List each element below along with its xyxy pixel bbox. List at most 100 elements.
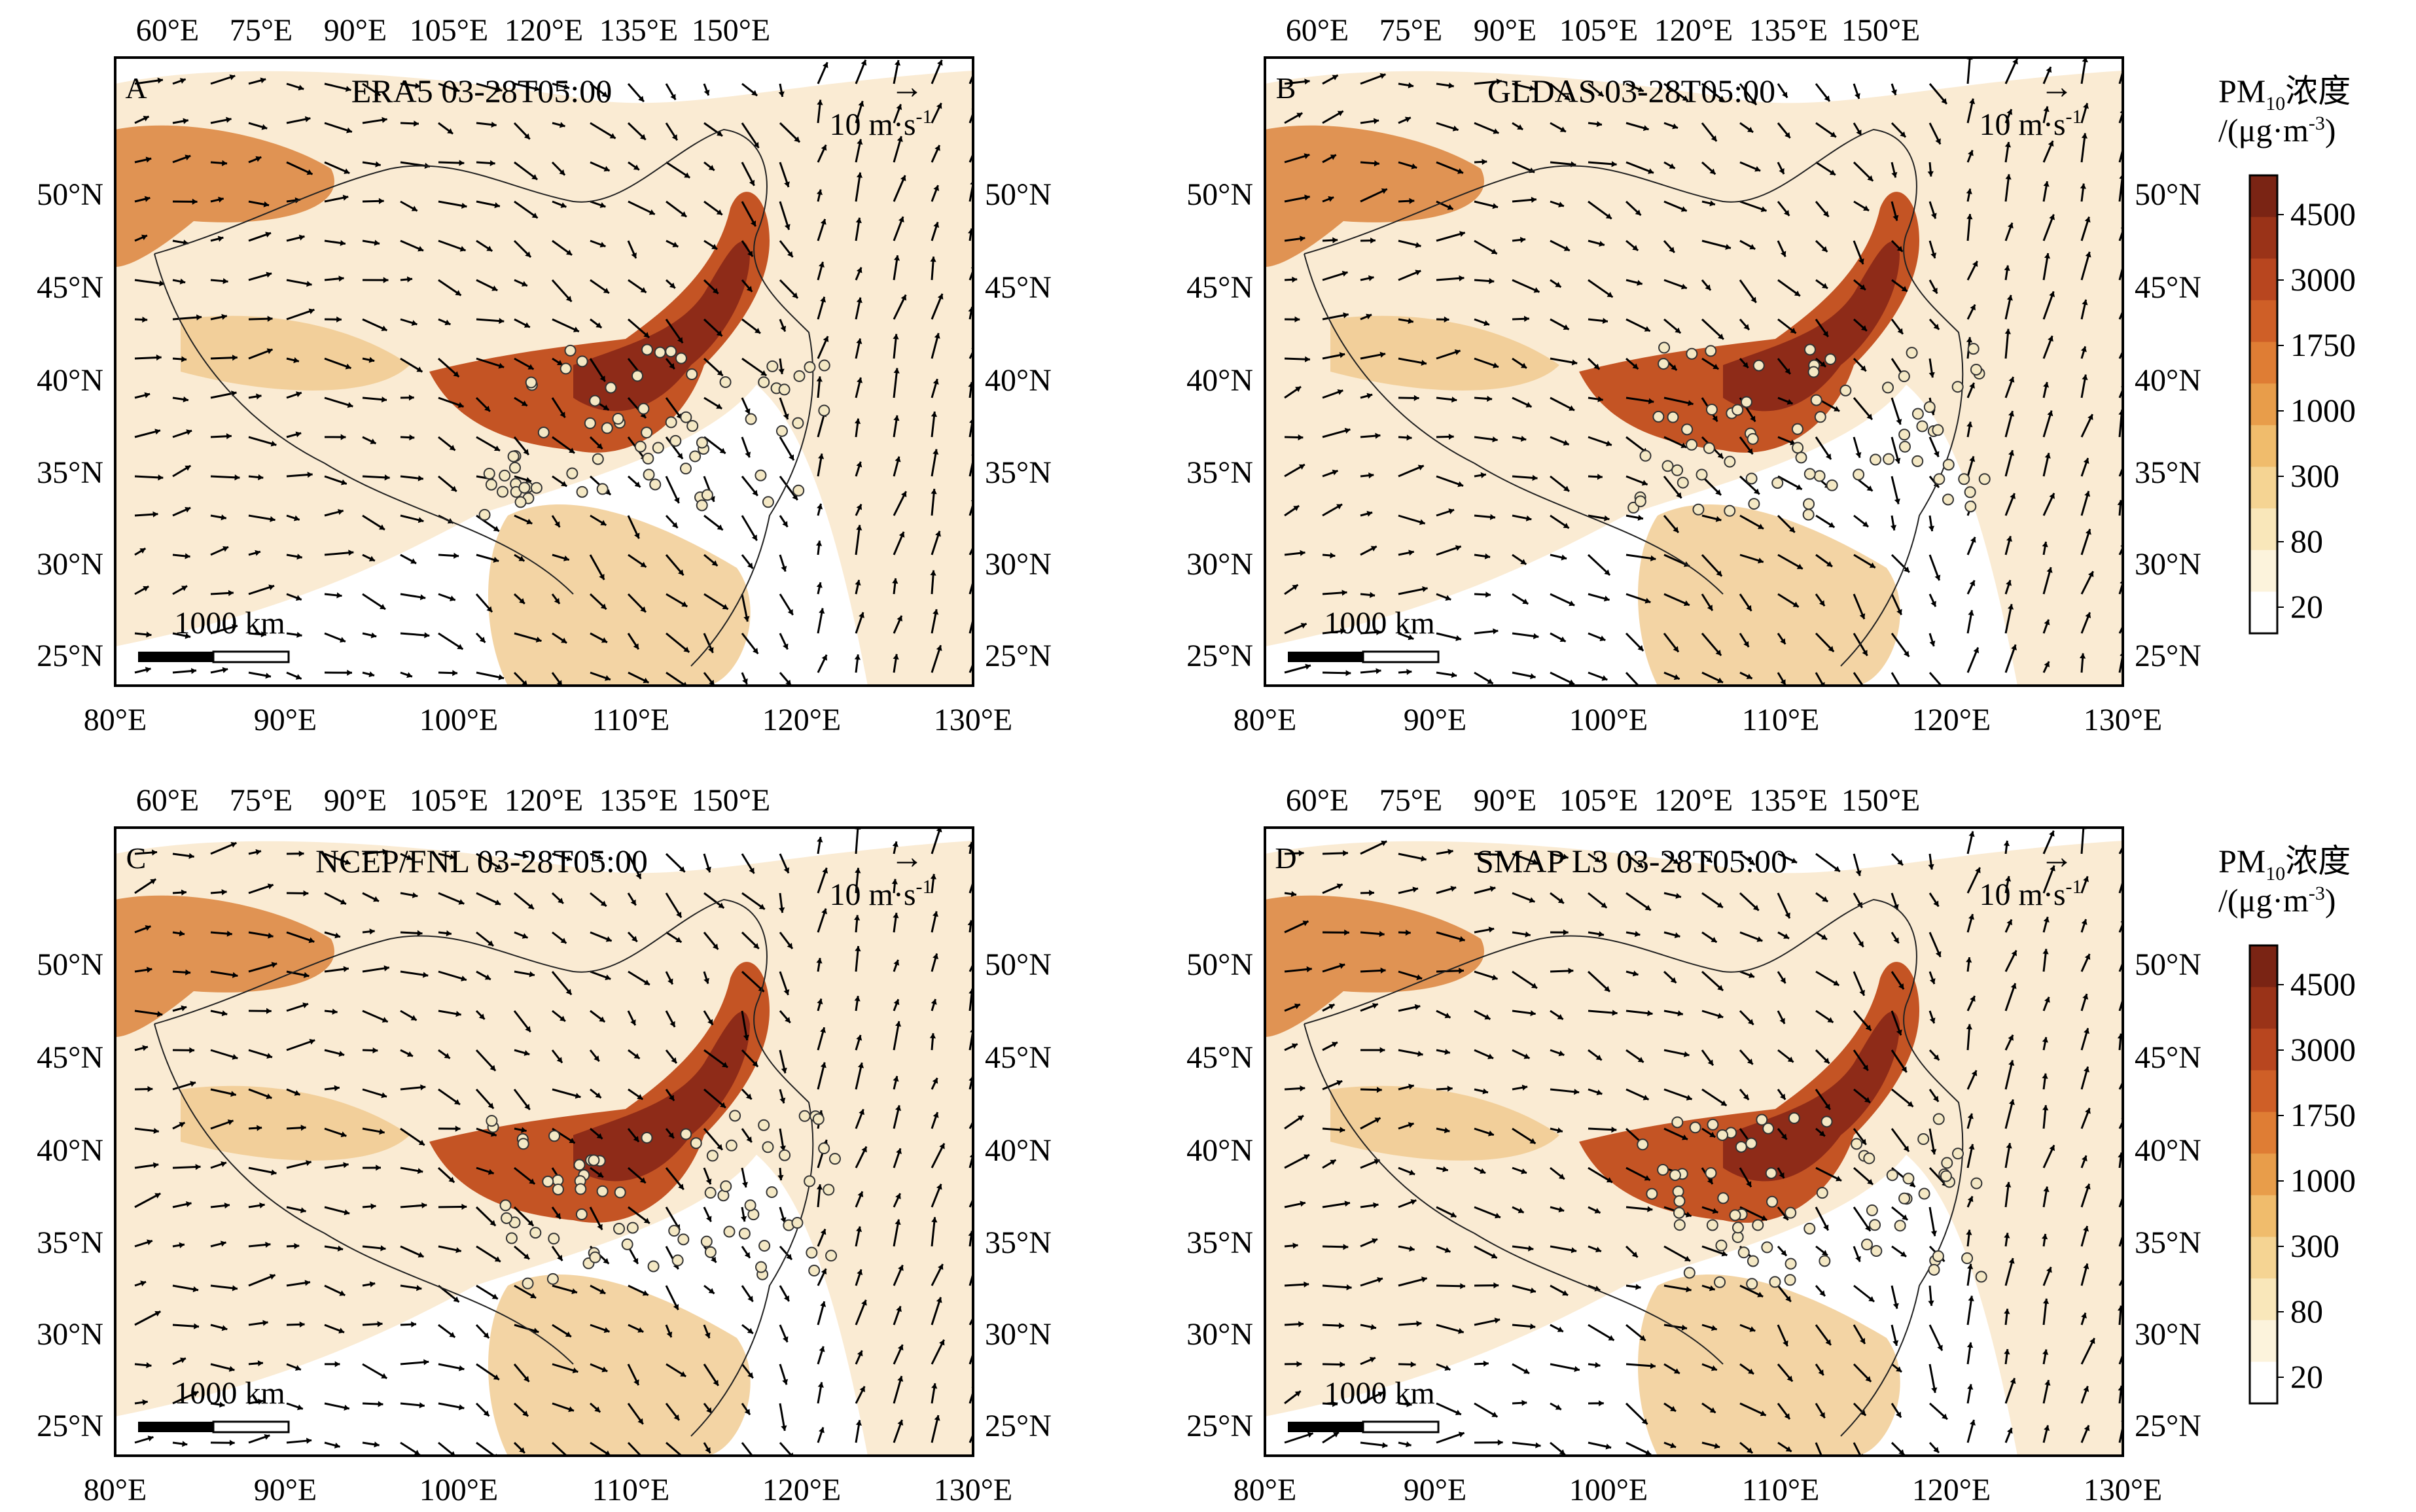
- left-lat-tick: 30°N: [37, 1317, 103, 1352]
- colorbar-tick: 80: [2290, 1293, 2323, 1329]
- wind-reference-label: 10 m·s-1: [1980, 876, 2082, 912]
- right-lat-tick: 45°N: [2135, 1040, 2201, 1075]
- bottom-lon-tick: 100°E: [1569, 703, 1648, 737]
- right-lat-tick: 35°N: [2135, 1225, 2201, 1260]
- bottom-lon-tick: 90°E: [254, 703, 317, 737]
- wind-reference: →10 m·s-1: [1980, 69, 2082, 142]
- left-lat-tick: 25°N: [37, 1409, 103, 1443]
- left-lat-tick: 25°N: [37, 639, 103, 673]
- bottom-lon-tick: 110°E: [592, 703, 670, 737]
- wind-reference-arrow: →: [890, 839, 924, 876]
- scale-bar: 1000 km: [1288, 606, 1440, 663]
- left-lat-tick: 35°N: [1186, 455, 1253, 490]
- top-lon-tick: 90°E: [1474, 13, 1537, 48]
- map-frame: [1264, 56, 2124, 687]
- colorbar-tick: 4500: [2290, 196, 2356, 232]
- colorbar-tick: 300: [2290, 1227, 2339, 1264]
- wind-vectors: [134, 828, 973, 1456]
- bottom-lon-tick: 110°E: [592, 1473, 670, 1507]
- left-lat-tick: 40°N: [37, 1133, 103, 1168]
- bottom-lon-tick: 90°E: [1404, 703, 1467, 737]
- pm10-colorbar: PM10浓度/(μg·m-3) 4500 3000 1750 1000 300 80 20: [2218, 843, 2356, 1405]
- top-lon-tick: 60°E: [1286, 783, 1349, 818]
- map-frame: [114, 826, 974, 1457]
- wind-vectors: [1284, 828, 2123, 1456]
- station-markers: [478, 343, 830, 521]
- bottom-lon-tick: 100°E: [1569, 1473, 1648, 1507]
- right-lat-tick: 45°N: [985, 270, 1052, 305]
- station-markers: [1627, 342, 1991, 521]
- bottom-lon-tick: 120°E: [762, 1473, 842, 1507]
- bottom-lon-tick: 120°E: [1912, 1473, 1991, 1507]
- left-lat-tick: 40°N: [1186, 363, 1253, 398]
- right-lat-tick: 40°N: [2135, 363, 2201, 398]
- bottom-lon-tick: 130°E: [2084, 1473, 2163, 1507]
- top-lon-tick: 120°E: [505, 783, 584, 818]
- colorbar-tick: 300: [2290, 457, 2339, 494]
- right-lat-tick: 50°N: [985, 947, 1052, 982]
- top-lon-tick: 60°E: [1286, 13, 1349, 48]
- left-lat-tick: 45°N: [1186, 270, 1253, 305]
- station-markers: [1637, 1112, 1987, 1290]
- right-lat-tick: 40°N: [985, 363, 1052, 398]
- bottom-lon-tick: 90°E: [254, 1473, 317, 1507]
- bottom-lon-tick: 120°E: [762, 703, 842, 737]
- scale-bar-label: 1000 km: [1324, 1376, 1434, 1411]
- top-lon-tick: 135°E: [1749, 13, 1828, 48]
- right-lat-tick: 35°N: [985, 1225, 1052, 1260]
- bottom-lon-tick: 130°E: [934, 1473, 1013, 1507]
- colorbar-tick: 3000: [2290, 1031, 2356, 1068]
- bottom-lon-tick: 90°E: [1404, 1473, 1467, 1507]
- left-lat-tick: 30°N: [1186, 547, 1253, 582]
- top-lon-tick: 120°E: [1654, 783, 1733, 818]
- panel-title: SMAP L3 03-28T05:00: [1476, 843, 1787, 879]
- wind-reference-arrow: →: [890, 69, 924, 106]
- wind-vectors: [134, 59, 973, 686]
- scale-bar-label: 1000 km: [174, 606, 285, 641]
- bottom-lon-tick: 130°E: [934, 703, 1013, 737]
- station-markers: [486, 1110, 841, 1290]
- left-lat-tick: 25°N: [1186, 639, 1253, 673]
- map-panel-c: C NCEP/FNL 03-28T05:00 →10 m·s-1 1000 km 60°…: [37, 783, 1052, 1507]
- top-lon-tick: 150°E: [1841, 783, 1921, 818]
- map-frame: [1264, 826, 2124, 1457]
- scale-bar: 1000 km: [1288, 1376, 1440, 1433]
- bottom-lon-tick: 100°E: [419, 1473, 499, 1507]
- top-lon-tick: 105°E: [410, 783, 489, 818]
- right-lat-tick: 30°N: [985, 547, 1052, 582]
- colorbar-tick: 20: [2290, 588, 2323, 625]
- colorbar-title: PM10浓度: [2218, 843, 2351, 885]
- wind-reference: →10 m·s-1: [830, 839, 933, 912]
- colorbar-tick: 4500: [2290, 966, 2356, 1002]
- top-lon-tick: 60°E: [136, 783, 200, 818]
- top-lon-tick: 75°E: [1379, 13, 1443, 48]
- right-lat-tick: 25°N: [2135, 639, 2201, 673]
- wind-reference: →10 m·s-1: [830, 69, 933, 142]
- panel-letter: D: [1275, 841, 1296, 875]
- colorbar-tick: 1750: [2290, 1097, 2356, 1133]
- pm10-field: [1265, 828, 2123, 1456]
- left-lat-tick: 45°N: [1186, 1040, 1253, 1075]
- top-lon-tick: 135°E: [1749, 783, 1828, 818]
- right-lat-tick: 40°N: [2135, 1133, 2201, 1168]
- colorbar-tick: 3000: [2290, 261, 2356, 298]
- panel-title: GLDAS 03-28T05:00: [1487, 73, 1775, 109]
- left-lat-tick: 50°N: [1186, 177, 1253, 212]
- panel-title: ERA5 03-28T05:00: [351, 73, 613, 109]
- map-panel-b: B GLDAS 03-28T05:00 →10 m·s-1 1000 km 60°E 75…: [1186, 13, 2201, 737]
- top-lon-tick: 75°E: [1379, 783, 1443, 818]
- left-lat-tick: 50°N: [37, 177, 103, 212]
- panel-title: NCEP/FNL 03-28T05:00: [315, 843, 648, 879]
- wind-reference-label: 10 m·s-1: [830, 876, 933, 912]
- left-lat-tick: 35°N: [37, 1225, 103, 1260]
- scale-bar: 1000 km: [138, 606, 290, 663]
- panel-letter: B: [1276, 71, 1296, 105]
- top-lon-tick: 90°E: [324, 13, 387, 48]
- bottom-lon-tick: 110°E: [1742, 703, 1820, 737]
- top-lon-tick: 105°E: [410, 13, 489, 48]
- left-lat-tick: 50°N: [37, 947, 103, 982]
- right-lat-tick: 30°N: [2135, 1317, 2201, 1352]
- colorbar-tick: 1000: [2290, 392, 2356, 429]
- colorbar-unit: /(μg·m-3): [2218, 112, 2336, 149]
